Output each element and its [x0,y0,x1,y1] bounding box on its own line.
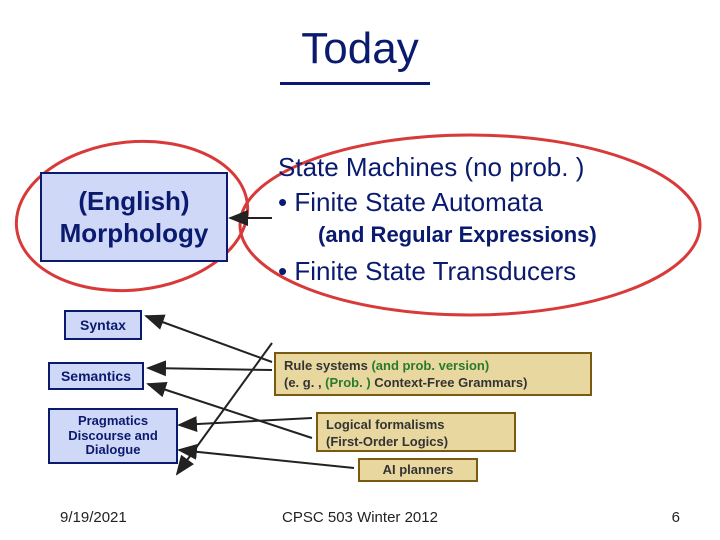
fsm-sub-1: (and Regular Expressions) [278,220,698,250]
footer-course: CPSC 503 Winter 2012 [0,509,720,526]
semantics-label: Semantics [61,368,131,384]
fsm-bullet-2: • Finite State Transducers [278,254,698,289]
syntax-label: Syntax [80,317,126,333]
rule-text-2b: (Prob. ) [325,375,371,390]
pragmatics-box: Pragmatics Discourse and Dialogue [48,408,178,464]
rule-text-1a: Rule systems [284,358,371,373]
fsm-bullet-1: • Finite State Automata [278,185,698,220]
rule-text-2c: Context-Free Grammars) [371,375,528,390]
pragmatics-label: Pragmatics Discourse and Dialogue [50,414,176,459]
logical-formalisms-box: Logical formalisms (First-Order Logics) [316,412,516,452]
morphology-label: (English) Morphology [60,185,209,250]
fsm-title: State Machines (no prob. ) [278,150,698,185]
rule-text-2a: (e. g. , [284,375,325,390]
ai-planners-label: AI planners [383,462,454,477]
logic-line-2: (First-Order Logics) [326,434,448,449]
ai-planners-box: AI planners [358,458,478,482]
rule-systems-box: Rule systems (and prob. version) (e. g. … [274,352,592,396]
state-machines-block: State Machines (no prob. ) • Finite Stat… [278,150,698,289]
slide-title: Today [0,24,720,74]
morphology-box: (English) Morphology [40,172,228,262]
semantics-box: Semantics [48,362,144,390]
rule-text-1b: (and prob. version) [371,358,489,373]
logic-line-1: Logical formalisms [326,417,444,432]
title-underline [280,82,430,85]
footer-page-number: 6 [672,509,680,526]
syntax-box: Syntax [64,310,142,340]
